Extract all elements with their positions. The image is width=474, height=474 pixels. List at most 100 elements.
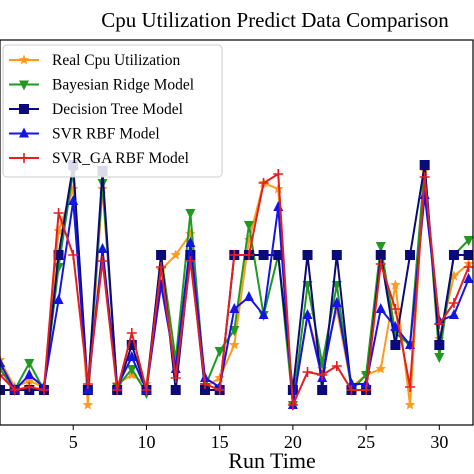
legend-marker bbox=[19, 80, 29, 91]
legend-label: Bayesian Ridge Model bbox=[52, 77, 194, 94]
legend-label: SVR RBF Model bbox=[52, 126, 160, 143]
data-point bbox=[302, 367, 313, 377]
data-point bbox=[97, 256, 108, 266]
legend-marker bbox=[19, 153, 29, 163]
data-point bbox=[229, 303, 240, 313]
data-point bbox=[243, 291, 254, 301]
data-point bbox=[53, 208, 64, 218]
data-point bbox=[53, 225, 64, 236]
data-point bbox=[126, 365, 137, 375]
data-point bbox=[200, 379, 211, 389]
data-point bbox=[38, 385, 49, 395]
data-point bbox=[0, 357, 5, 367]
x-tick-label: 5 bbox=[69, 432, 78, 452]
legend-label: SVR_GA RBF Model bbox=[52, 150, 189, 167]
data-point bbox=[0, 370, 5, 380]
x-axis-label: Run Time bbox=[228, 448, 315, 473]
data-point bbox=[24, 382, 35, 392]
data-point bbox=[448, 250, 459, 260]
data-point bbox=[170, 363, 181, 373]
data-point bbox=[82, 379, 93, 389]
data-point bbox=[53, 250, 64, 260]
data-point bbox=[434, 319, 445, 329]
data-point bbox=[273, 169, 284, 179]
data-point bbox=[243, 221, 254, 231]
data-point bbox=[390, 304, 401, 314]
data-point bbox=[317, 370, 328, 380]
data-point bbox=[185, 250, 196, 260]
x-axis-ticks: 5 10 15 20 25 30 bbox=[69, 425, 448, 452]
data-point bbox=[375, 250, 386, 260]
data-point bbox=[302, 250, 313, 260]
legend-marker bbox=[19, 127, 29, 138]
data-point bbox=[258, 309, 269, 319]
data-point bbox=[170, 385, 181, 395]
data-point bbox=[126, 340, 137, 350]
series-4 bbox=[0, 169, 473, 410]
data-point bbox=[317, 385, 328, 395]
data-point bbox=[390, 340, 401, 350]
data-point bbox=[258, 250, 269, 260]
data-point bbox=[331, 297, 342, 307]
data-point bbox=[24, 359, 35, 369]
data-point bbox=[97, 243, 108, 253]
data-point bbox=[9, 385, 20, 395]
data-point bbox=[463, 273, 473, 283]
legend-box bbox=[2, 44, 223, 178]
data-point bbox=[243, 250, 254, 260]
legend-item: Decision Tree Model bbox=[9, 101, 183, 118]
data-point bbox=[24, 375, 35, 386]
data-point bbox=[419, 160, 430, 170]
data-point bbox=[258, 178, 269, 188]
series-line bbox=[0, 172, 470, 406]
data-point bbox=[434, 340, 445, 350]
data-point bbox=[390, 321, 401, 331]
data-point bbox=[375, 363, 386, 374]
data-point bbox=[24, 369, 35, 379]
data-point bbox=[185, 237, 196, 247]
data-point bbox=[68, 195, 79, 205]
data-point bbox=[463, 236, 473, 246]
series-1 bbox=[0, 161, 473, 411]
x-tick-label: 10 bbox=[137, 432, 155, 452]
data-point bbox=[273, 250, 284, 260]
data-point bbox=[112, 385, 123, 395]
data-point bbox=[229, 250, 240, 260]
data-point bbox=[53, 294, 64, 304]
data-point bbox=[405, 382, 416, 392]
data-point bbox=[156, 262, 167, 272]
legend-label: Decision Tree Model bbox=[52, 101, 183, 118]
x-tick-label: 15 bbox=[211, 432, 229, 452]
data-point bbox=[463, 250, 473, 260]
legend-item: SVR_GA RBF Model bbox=[9, 150, 189, 167]
data-point bbox=[200, 385, 211, 395]
legend-marker bbox=[19, 104, 29, 114]
x-tick-label: 20 bbox=[284, 432, 302, 452]
data-point bbox=[375, 259, 386, 269]
data-point bbox=[375, 303, 386, 313]
data-point bbox=[375, 242, 386, 252]
chart-title: Cpu Utilization Predict Data Comparison bbox=[101, 8, 449, 32]
data-point bbox=[434, 353, 445, 363]
data-point bbox=[273, 201, 284, 211]
data-point bbox=[68, 250, 79, 260]
x-tick-label: 25 bbox=[357, 432, 375, 452]
legend-item: Real Cpu Utilization bbox=[9, 52, 181, 69]
data-point bbox=[141, 385, 152, 395]
data-point bbox=[214, 347, 225, 357]
data-point bbox=[82, 399, 94, 410]
plot-lines bbox=[0, 160, 473, 411]
legend-item: SVR RBF Model bbox=[9, 126, 160, 143]
data-point bbox=[390, 279, 401, 290]
data-point bbox=[346, 385, 357, 395]
data-point bbox=[331, 250, 342, 260]
data-point bbox=[0, 385, 5, 395]
data-point bbox=[185, 256, 196, 266]
data-point bbox=[229, 339, 240, 350]
data-point bbox=[448, 309, 459, 319]
data-point bbox=[463, 262, 473, 272]
legend: Real Cpu Utilization Bayesian Ridge Model… bbox=[2, 44, 223, 178]
data-point bbox=[0, 365, 5, 375]
data-point bbox=[185, 209, 196, 219]
